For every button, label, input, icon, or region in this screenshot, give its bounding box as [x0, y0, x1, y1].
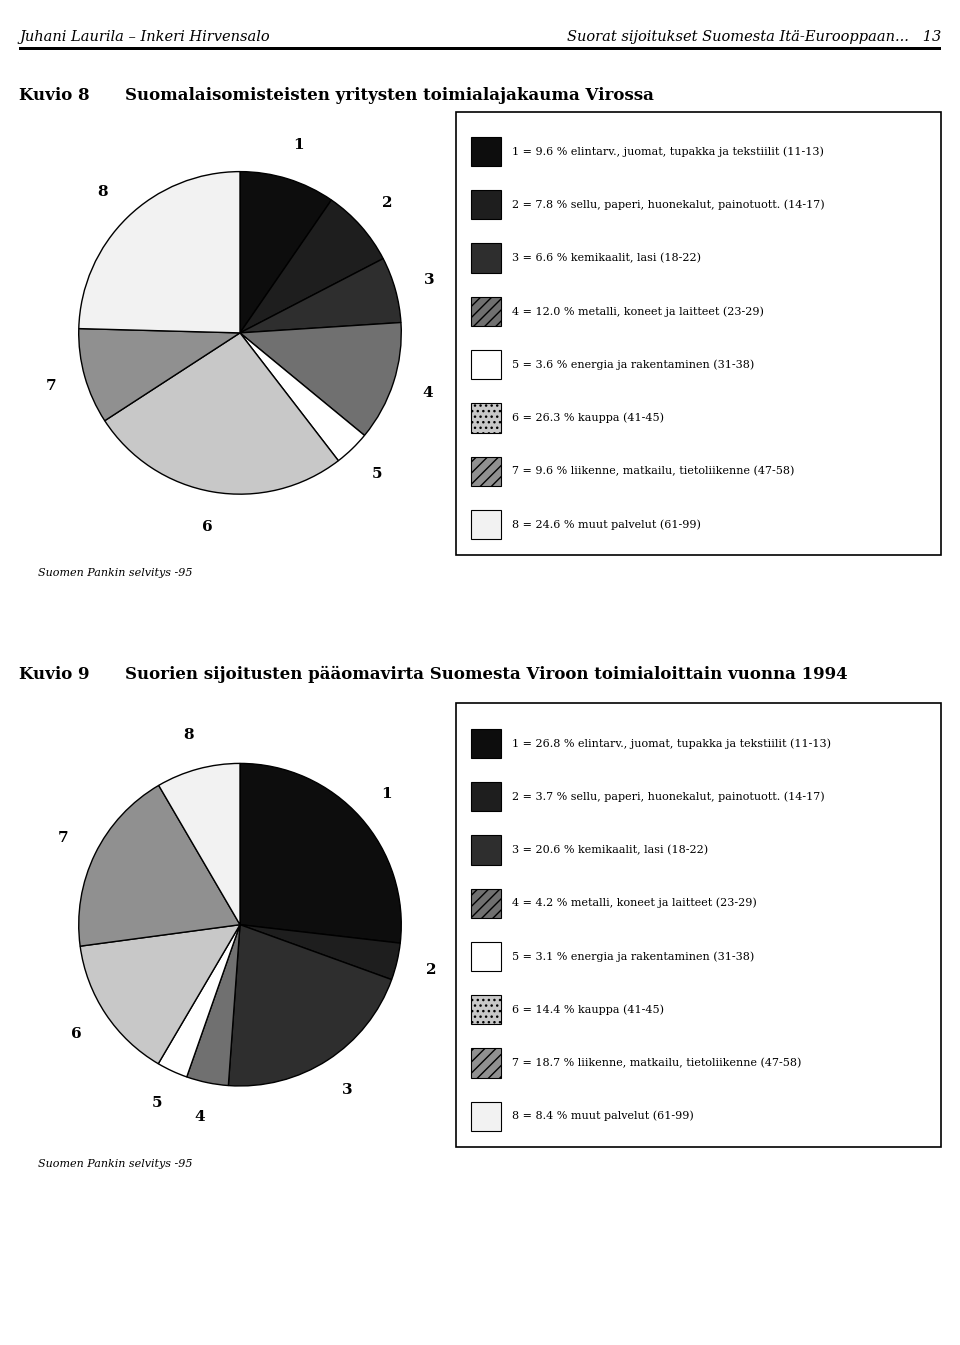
Text: 5: 5	[152, 1096, 162, 1110]
Wedge shape	[228, 925, 392, 1085]
Text: 4: 4	[195, 1111, 205, 1124]
Text: 2: 2	[382, 195, 393, 210]
Text: 3: 3	[424, 273, 435, 286]
Text: Suomen Pankin selvitys -95: Suomen Pankin selvitys -95	[38, 1159, 193, 1169]
Wedge shape	[240, 323, 401, 436]
Bar	[470, 995, 500, 1025]
Text: 5 = 3.1 % energia ja rakentaminen (31-38): 5 = 3.1 % energia ja rakentaminen (31-38…	[512, 951, 754, 962]
Bar	[470, 729, 500, 759]
Bar	[470, 889, 500, 917]
Text: 8 = 24.6 % muut palvelut (61-99): 8 = 24.6 % muut palvelut (61-99)	[512, 519, 701, 530]
Text: 4 = 12.0 % metalli, koneet ja laitteet (23-29): 4 = 12.0 % metalli, koneet ja laitteet (…	[512, 307, 763, 316]
Text: 7: 7	[58, 831, 68, 845]
Text: 1 = 26.8 % elintarv., juomat, tupakka ja tekstiilit (11-13): 1 = 26.8 % elintarv., juomat, tupakka ja…	[512, 738, 830, 749]
Bar	[470, 781, 500, 811]
Bar	[470, 137, 500, 167]
Text: 1: 1	[381, 787, 393, 800]
Wedge shape	[105, 332, 338, 494]
Text: Suomalaisomisteisten yritysten toimialajakauma Virossa: Suomalaisomisteisten yritysten toimialaj…	[125, 87, 654, 105]
Wedge shape	[240, 925, 400, 979]
Text: 2: 2	[426, 963, 437, 976]
Text: 2 = 3.7 % sellu, paperi, huonekalut, painotuott. (14-17): 2 = 3.7 % sellu, paperi, huonekalut, pai…	[512, 791, 825, 802]
Text: Juhani Laurila – Inkeri Hirvensalo: Juhani Laurila – Inkeri Hirvensalo	[19, 30, 270, 43]
Text: 7 = 18.7 % liikenne, matkailu, tietoliikenne (47-58): 7 = 18.7 % liikenne, matkailu, tietoliik…	[512, 1057, 802, 1068]
Text: 1: 1	[293, 139, 303, 152]
Wedge shape	[79, 785, 240, 946]
Wedge shape	[80, 925, 240, 1064]
Text: 4 = 4.2 % metalli, koneet ja laitteet (23-29): 4 = 4.2 % metalli, koneet ja laitteet (2…	[512, 898, 756, 908]
Wedge shape	[187, 925, 240, 1085]
Bar	[470, 510, 500, 539]
Bar	[470, 456, 500, 486]
Text: 2 = 7.8 % sellu, paperi, huonekalut, painotuott. (14-17): 2 = 7.8 % sellu, paperi, huonekalut, pai…	[512, 199, 825, 210]
Wedge shape	[158, 764, 240, 925]
Text: 3 = 20.6 % kemikaalit, lasi (18-22): 3 = 20.6 % kemikaalit, lasi (18-22)	[512, 845, 708, 855]
Wedge shape	[158, 925, 240, 1077]
Wedge shape	[240, 332, 365, 461]
Bar	[470, 1102, 500, 1131]
Text: 8 = 8.4 % muut palvelut (61-99): 8 = 8.4 % muut palvelut (61-99)	[512, 1111, 693, 1122]
Text: 1 = 9.6 % elintarv., juomat, tupakka ja tekstiilit (11-13): 1 = 9.6 % elintarv., juomat, tupakka ja …	[512, 147, 824, 157]
Text: 6: 6	[71, 1026, 82, 1041]
Text: 5 = 3.6 % energia ja rakentaminen (31-38): 5 = 3.6 % energia ja rakentaminen (31-38…	[512, 359, 754, 370]
Wedge shape	[79, 172, 240, 332]
Wedge shape	[240, 258, 401, 332]
Bar	[470, 941, 500, 971]
Text: 7: 7	[45, 379, 56, 393]
Text: Kuvio 8: Kuvio 8	[19, 87, 90, 105]
Wedge shape	[240, 200, 383, 332]
Bar	[470, 190, 500, 219]
Text: 6 = 14.4 % kauppa (41-45): 6 = 14.4 % kauppa (41-45)	[512, 1005, 663, 1015]
Wedge shape	[240, 764, 401, 943]
Bar	[470, 350, 500, 379]
Text: 3: 3	[342, 1083, 352, 1096]
Text: Suomen Pankin selvitys -95: Suomen Pankin selvitys -95	[38, 568, 193, 577]
Wedge shape	[79, 328, 240, 421]
Bar	[470, 835, 500, 865]
Text: 3 = 6.6 % kemikaalit, lasi (18-22): 3 = 6.6 % kemikaalit, lasi (18-22)	[512, 253, 701, 264]
Text: 7 = 9.6 % liikenne, matkailu, tietoliikenne (47-58): 7 = 9.6 % liikenne, matkailu, tietoliike…	[512, 465, 794, 476]
Bar	[470, 297, 500, 325]
Bar	[470, 243, 500, 273]
Text: Suorat sijoitukset Suomesta Itä-Eurooppaan...   13: Suorat sijoitukset Suomesta Itä-Eurooppa…	[566, 30, 941, 43]
Bar	[470, 1048, 500, 1077]
Text: 8: 8	[183, 728, 194, 741]
Text: 6 = 26.3 % kauppa (41-45): 6 = 26.3 % kauppa (41-45)	[512, 413, 663, 424]
Wedge shape	[240, 172, 331, 332]
Text: 4: 4	[422, 386, 433, 401]
Bar	[470, 404, 500, 433]
Text: 5: 5	[372, 467, 382, 482]
Text: Kuvio 9: Kuvio 9	[19, 666, 89, 683]
Text: Suorien sijoitusten pääomavirta Suomesta Viroon toimialoittain vuonna 1994: Suorien sijoitusten pääomavirta Suomesta…	[125, 666, 848, 683]
Text: 8: 8	[97, 184, 108, 199]
Text: 6: 6	[202, 519, 212, 534]
